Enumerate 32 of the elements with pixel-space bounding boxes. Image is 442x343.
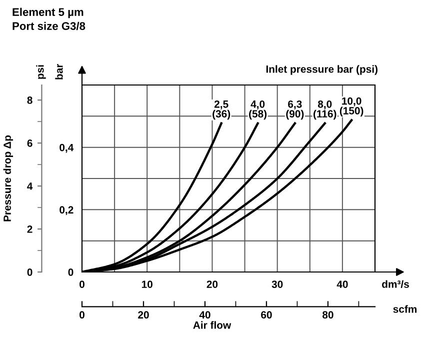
series-label: 10,0 (150) <box>340 97 364 116</box>
x2-axis-title: scfm <box>393 305 417 313</box>
y-axis-title: bar <box>55 64 63 80</box>
x-tick-label: 40 <box>336 280 348 288</box>
y-tick-label: 0 <box>68 268 74 276</box>
y2-tick-label: 8 <box>27 96 32 104</box>
text: psi <box>36 65 46 79</box>
legend-title: Inlet pressure bar (psi) <box>266 65 378 75</box>
y-tick-label: 0,4 <box>60 144 74 153</box>
x2-tick-label: 80 <box>322 311 334 319</box>
x-tick-label: 0 <box>80 280 84 288</box>
x2-tick-label: 60 <box>261 311 272 319</box>
y2-tick-label: 4 <box>27 182 33 190</box>
series-label: 4,0 (58) <box>249 100 267 120</box>
chart-subtitle: Port size G3/8 <box>12 22 86 30</box>
y2-tick-label: 0 <box>27 268 32 276</box>
y-tick-label: 0,2 <box>60 206 74 216</box>
x2-tick-label: 20 <box>138 311 149 319</box>
chart-title: Element 5 µm <box>12 8 84 18</box>
x-tick-label: 10 <box>142 280 152 288</box>
x2-tick-label: 40 <box>199 311 210 319</box>
y2-tick-label: 6 <box>27 140 32 147</box>
x-axis-title: dm³/s <box>382 280 409 288</box>
text: Air flow <box>193 321 232 329</box>
y2-axis-title: Pressure drop Δp <box>3 135 14 222</box>
x-tick-label: 30 <box>272 280 283 288</box>
series-label: 8,0 (116) <box>314 100 336 120</box>
y2-tick-label: 2 <box>27 226 32 233</box>
series-label: 6,3 (90) <box>286 100 304 120</box>
x2-tick-label: 0 <box>80 311 84 319</box>
series-label: 2,5 (36) <box>212 100 230 120</box>
x-tick-label: 20 <box>206 280 218 288</box>
